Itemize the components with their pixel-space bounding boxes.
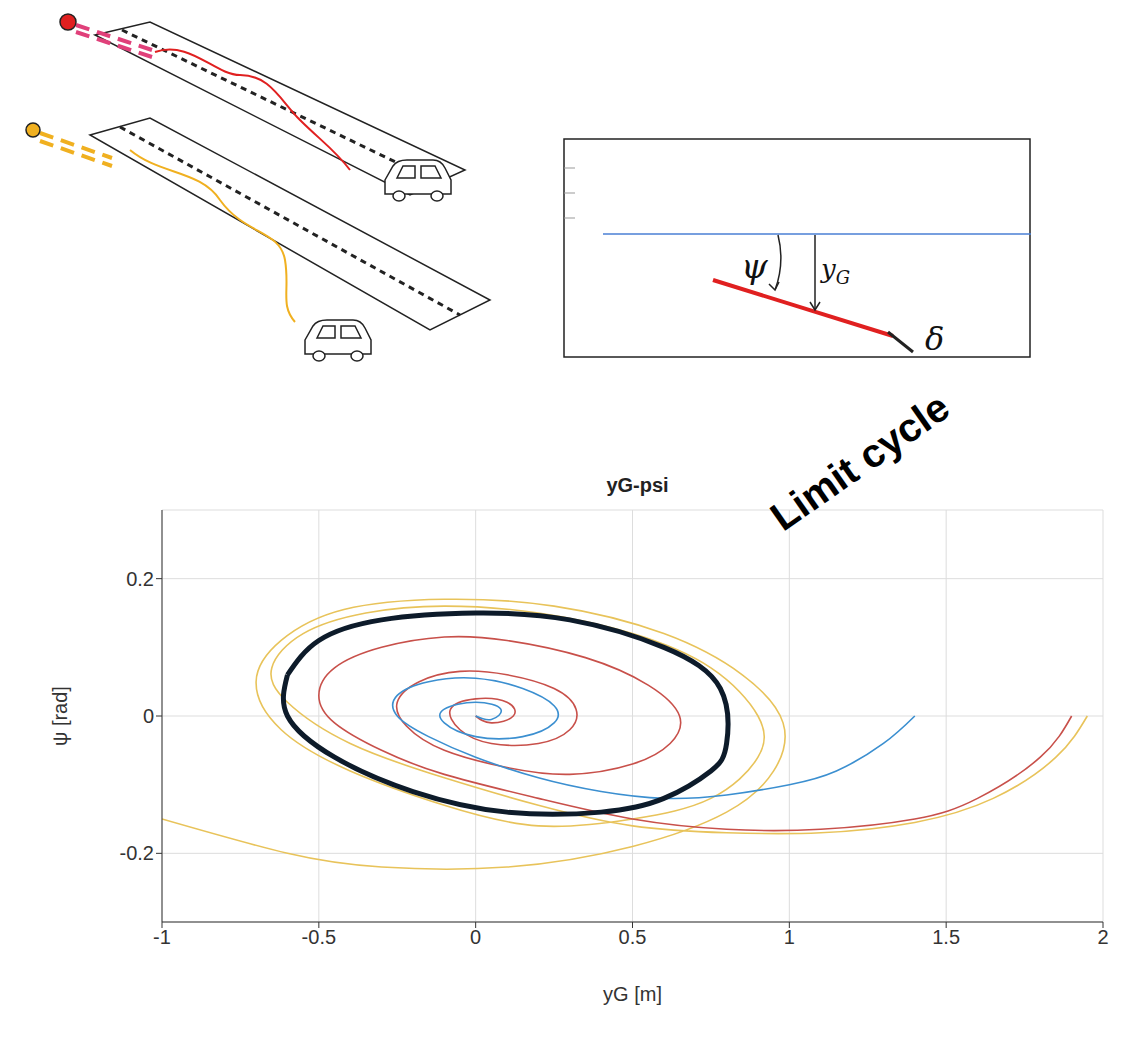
svg-text:ψ [rad]: ψ [rad] bbox=[49, 686, 71, 746]
svg-text:-0.5: -0.5 bbox=[302, 926, 336, 948]
svg-text:yG: yG bbox=[820, 254, 850, 288]
svg-text:yG [m]: yG [m] bbox=[603, 983, 662, 1005]
svg-text:1: 1 bbox=[784, 926, 795, 948]
html-text:Limit cycle: Limit cycle bbox=[762, 384, 957, 539]
svg-text:-1: -1 bbox=[153, 926, 171, 948]
svg-text:0.2: 0.2 bbox=[126, 568, 154, 590]
svg-text:0: 0 bbox=[143, 705, 154, 727]
svg-text:2: 2 bbox=[1097, 926, 1108, 948]
svg-text:-0.2: -0.2 bbox=[120, 842, 154, 864]
svg-text:δ: δ bbox=[925, 320, 944, 358]
html-text:yG-psi: yG-psi bbox=[606, 474, 669, 496]
svg-text:0.5: 0.5 bbox=[619, 926, 647, 948]
svg-text:ψ: ψ bbox=[741, 246, 768, 286]
svg-text:1.5: 1.5 bbox=[932, 926, 960, 948]
svg-text:0: 0 bbox=[470, 926, 481, 948]
